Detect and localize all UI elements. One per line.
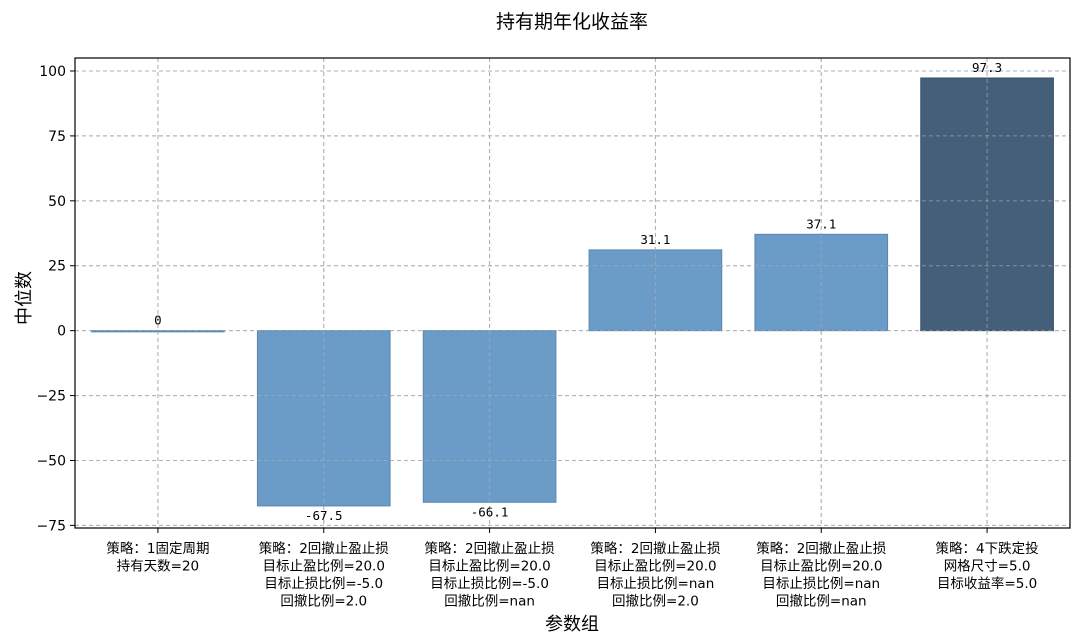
x-tick-label: 策略：2回撤止盈止损目标止盈比例=20.0 目标止损比例=-5.0 回撤比例=2.0 — [259, 540, 390, 610]
x-tick-label-line: 目标止盈比例=20.0 — [428, 559, 550, 575]
x-tick-label-line: 策略：1固定周期 — [106, 540, 209, 557]
chart-title: 持有期年化收益率 — [496, 11, 648, 33]
y-tick-label: −25 — [36, 389, 66, 405]
x-tick-label-line: 目标止损比例=nan — [597, 576, 715, 592]
x-tick-label-line: 回撤比例=nan — [776, 594, 867, 610]
bars — [75, 58, 1070, 528]
y-tick-label: 100 — [39, 64, 66, 80]
x-tick-label: 策略：1固定周期持有天数=20 — [106, 540, 209, 575]
y-axis-label: 中位数 — [14, 271, 35, 325]
y-tick-label: 75 — [48, 129, 66, 145]
y-tick-label: −75 — [36, 518, 66, 534]
x-tick-label-line: 回撤比例=2.0 — [280, 594, 367, 610]
x-tick-label-line: 策略：4下跌定投 — [936, 540, 1039, 557]
x-tick-label-line: 回撤比例=2.0 — [612, 594, 699, 610]
x-tick-label-line: 目标止损比例=-5.0 — [430, 576, 549, 592]
x-tick-label-line: 网格尺寸=5.0 — [944, 559, 1031, 575]
x-tick-label: 策略：2回撤止盈止损目标止盈比例=20.0 目标止损比例=-5.0 回撤比例=nan — [425, 540, 556, 610]
data-label: 31.1 — [640, 232, 670, 247]
y-tick-label: 50 — [48, 194, 66, 210]
x-tick-label-line: 策略：2回撤止盈止损 — [425, 540, 556, 557]
data-label: -67.5 — [305, 508, 343, 523]
x-tick-label-line: 目标收益率=5.0 — [937, 575, 1037, 592]
x-tick-label-line: 目标止盈比例=20.0 — [760, 559, 882, 575]
x-tick-label-line: 策略：2回撤止盈止损 — [590, 540, 721, 557]
x-tick-label-line: 策略：2回撤止盈止损 — [259, 540, 390, 557]
y-tick-label: −50 — [36, 453, 66, 469]
data-label: 37.1 — [806, 216, 836, 231]
data-label: -66.1 — [471, 504, 509, 519]
x-tick-label-line: 策略：2回撤止盈止损 — [756, 540, 887, 557]
x-tick-label: 策略：2回撤止盈止损目标止盈比例=20.0 目标止损比例=nan 回撤比例=nan — [756, 540, 887, 610]
y-tick-label: 0 — [57, 324, 66, 340]
x-tick-label: 策略：4下跌定投网格尺寸=5.0 目标收益率=5.0 — [936, 540, 1039, 592]
axes: −75 −50 −25 0 25 50 75 100 策略：1固定周期持有天数=20 策略：2回撤… — [36, 57, 1071, 610]
x-tick-label-line: 目标止损比例=nan — [762, 576, 880, 592]
y-tick-label: 25 — [48, 259, 66, 275]
x-tick-label-line: 目标止损比例=-5.0 — [264, 576, 383, 592]
x-tick-label: 策略：2回撤止盈止损目标止盈比例=20.0 目标止损比例=nan 回撤比例=2.0 — [590, 540, 721, 610]
data-labels: 0 -67.5 -66.1 31.1 37.1 97.3 — [154, 60, 1002, 523]
plot-frame — [74, 57, 1071, 529]
x-tick-label-line: 回撤比例=nan — [444, 594, 535, 610]
x-tick-label-line: 持有天数=20 — [117, 559, 200, 575]
x-tick-label-line: 目标止盈比例=20.0 — [263, 559, 385, 575]
data-label: 0 — [154, 313, 162, 328]
x-axis-label: 参数组 — [545, 614, 599, 635]
bar — [920, 77, 1054, 332]
data-label: 97.3 — [972, 60, 1002, 75]
x-tick-label-line: 目标止盈比例=20.0 — [594, 559, 716, 575]
